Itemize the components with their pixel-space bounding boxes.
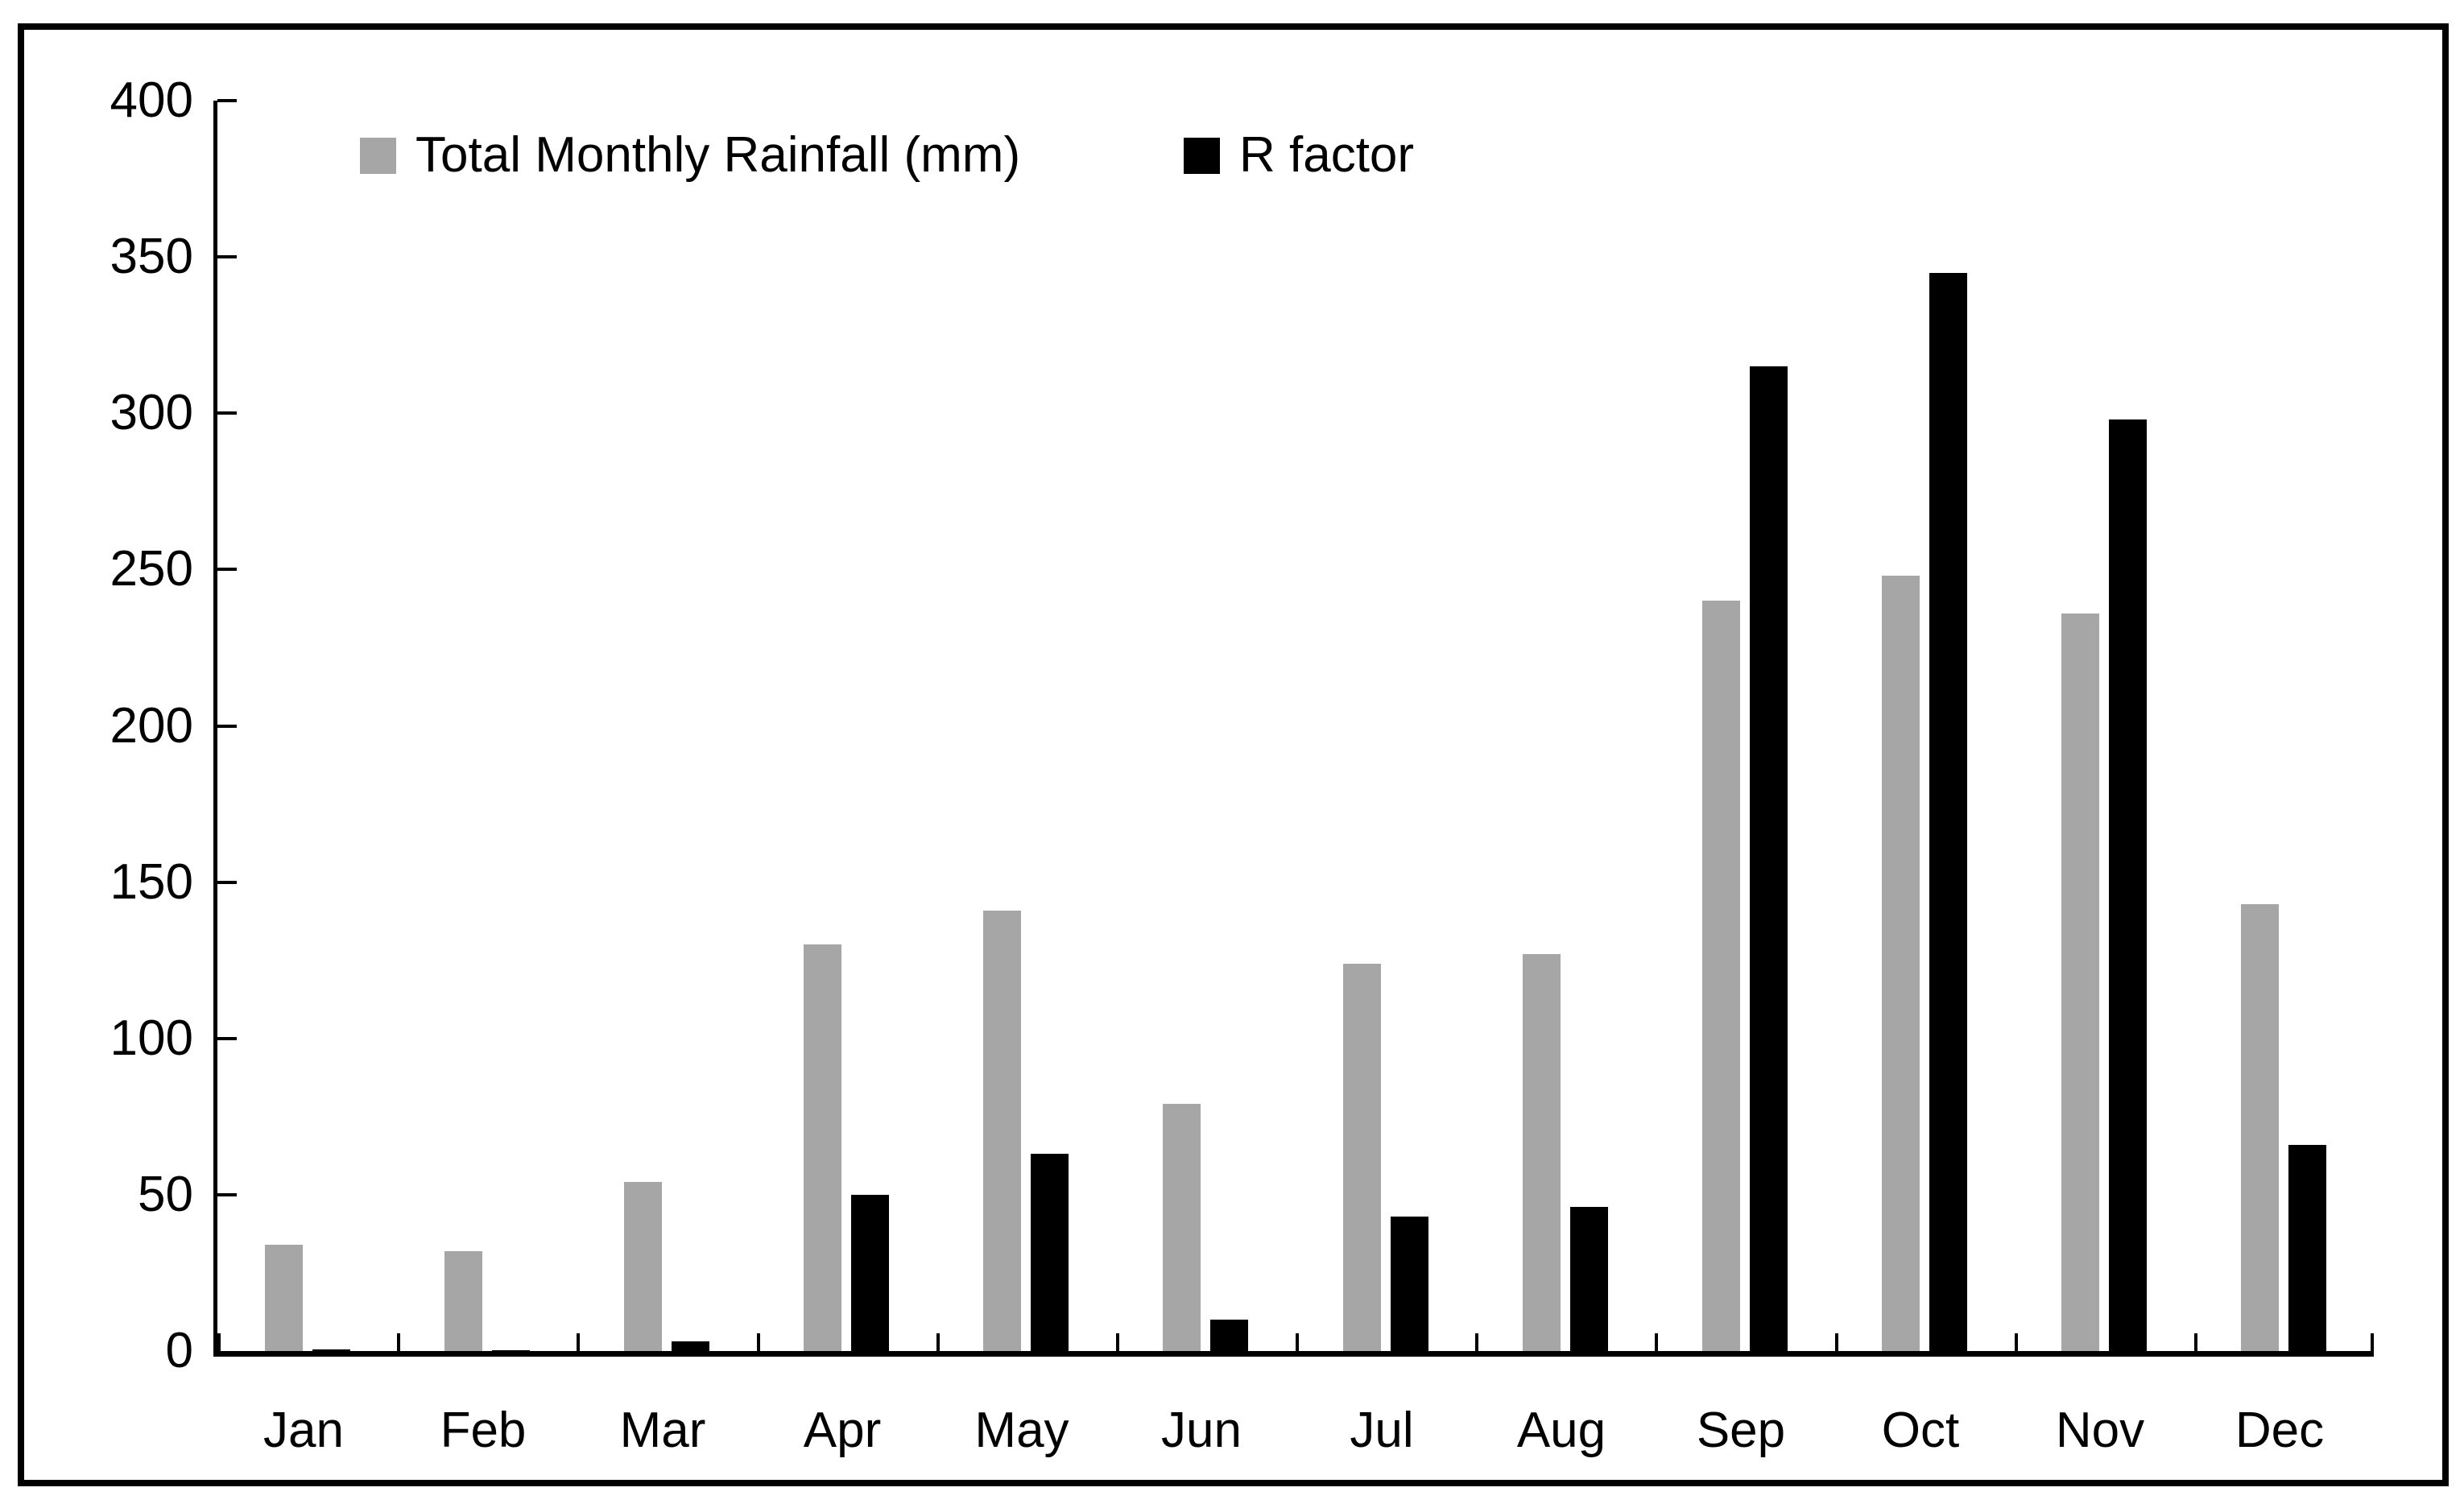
legend-label-rainfall: Total Monthly Rainfall (mm) [415,127,1021,183]
bar-rainfall-sep [1702,601,1740,1351]
month-label-jan: Jan [263,1403,344,1458]
x-axis-tick-11 [2194,1333,2197,1351]
bar-rainfall-apr [804,944,841,1351]
y-axis-label-50: 50 [138,1167,193,1222]
month-label-aug: Aug [1516,1403,1606,1458]
y-axis-label-350: 350 [110,229,193,284]
y-axis-tick-250 [217,568,237,571]
bar-rfactor-jul [1391,1217,1428,1351]
x-axis-tick-9 [1835,1333,1838,1351]
bar-rainfall-dec [2241,904,2279,1351]
y-axis-tick-350 [217,255,237,258]
x-axis-tick-0 [217,1333,221,1351]
bar-rfactor-aug [1570,1207,1608,1351]
bar-rfactor-may [1031,1154,1069,1351]
bar-rfactor-sep [1750,366,1788,1351]
bar-rainfall-jan [265,1245,303,1351]
month-label-dec: Dec [2235,1403,2325,1458]
bar-rfactor-mar [672,1341,709,1351]
month-label-mar: Mar [619,1403,706,1458]
x-axis-tick-1 [397,1333,400,1351]
x-axis-tick-6 [1296,1333,1299,1351]
month-label-sep: Sep [1696,1403,1786,1458]
x-axis-tick-12 [2371,1333,2374,1351]
bar-rainfall-nov [2061,614,2099,1351]
y-axis-label-300: 300 [110,385,193,440]
y-axis-label-250: 250 [110,541,193,597]
bar-rainfall-jul [1343,964,1381,1351]
chart-frame [18,23,2449,1486]
bar-rfactor-feb [492,1350,530,1351]
bar-rfactor-jan [312,1349,350,1351]
bar-rfactor-oct [1929,273,1967,1351]
legend-label-rfactor: R factor [1239,127,1415,183]
bar-rfactor-dec [2288,1145,2326,1351]
x-axis-tick-10 [2015,1333,2018,1351]
x-axis-tick-4 [936,1333,940,1351]
legend-item-rainfall: Total Monthly Rainfall (mm) [360,127,1020,184]
y-axis-label-200: 200 [110,698,193,754]
x-axis-tick-2 [577,1333,580,1351]
y-axis-tick-100 [217,1037,237,1040]
y-axis-tick-300 [217,411,237,415]
month-label-apr: Apr [803,1403,882,1458]
month-label-feb: Feb [440,1403,527,1458]
legend-swatch-rainfall [360,137,396,174]
bar-rfactor-nov [2109,419,2147,1351]
y-axis-tick-50 [217,1193,237,1196]
bar-rainfall-aug [1523,954,1561,1351]
bar-rfactor-apr [851,1195,889,1351]
month-label-jul: Jul [1350,1403,1414,1458]
y-axis-label-100: 100 [110,1010,193,1066]
x-axis-tick-7 [1475,1333,1478,1351]
month-label-oct: Oct [1881,1403,1960,1458]
y-axis-tick-200 [217,725,237,728]
plot-area [213,99,2374,1357]
month-label-jun: Jun [1161,1403,1242,1458]
y-axis-label-400: 400 [110,72,193,128]
month-label-may: May [974,1403,1069,1458]
y-axis-label-150: 150 [110,854,193,910]
x-axis-tick-8 [1655,1333,1658,1351]
x-axis-tick-5 [1116,1333,1119,1351]
legend-item-rfactor: R factor [1184,127,1414,184]
bar-rfactor-jun [1210,1320,1248,1351]
legend-swatch-rfactor [1184,137,1220,174]
legend: Total Monthly Rainfall (mm) R factor [0,0,2464,209]
y-axis-label-0: 0 [165,1323,193,1378]
y-axis-tick-400 [217,99,237,102]
bar-rainfall-feb [444,1251,482,1351]
x-axis-tick-3 [757,1333,760,1351]
bar-rainfall-may [983,911,1021,1351]
y-axis-tick-150 [217,881,237,884]
bar-rainfall-mar [624,1182,662,1351]
month-label-nov: Nov [2055,1403,2145,1458]
bar-rainfall-oct [1882,576,1920,1351]
bar-rainfall-jun [1163,1104,1201,1351]
